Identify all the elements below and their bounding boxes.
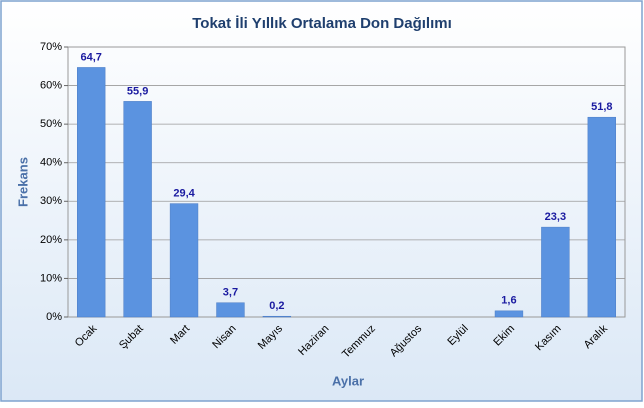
data-label: 23,3: [545, 211, 566, 223]
bar: [262, 315, 292, 318]
y-tick-label: 50%: [40, 118, 62, 130]
y-tick-label: 70%: [40, 41, 62, 53]
data-label: 29,4: [173, 188, 195, 200]
chart-title: Tokat İli Yıllık Ortalama Don Dağılımı: [192, 15, 452, 32]
data-label: 3,7: [223, 287, 238, 299]
y-tick-label: 10%: [40, 272, 62, 284]
bar: [494, 310, 524, 318]
y-tick-label: 60%: [40, 79, 62, 91]
y-tick-label: 40%: [40, 157, 62, 169]
y-tick-label: 30%: [40, 195, 62, 207]
bar: [77, 67, 106, 318]
data-label: 55,9: [127, 85, 148, 97]
y-tick-label: 0%: [46, 311, 62, 323]
bar: [587, 116, 616, 318]
bar: [123, 101, 152, 318]
bar: [169, 203, 199, 318]
y-tick-label: 20%: [40, 234, 62, 246]
data-label: 0,2: [269, 300, 284, 312]
data-label: 1,6: [501, 295, 516, 307]
data-label: 64,7: [80, 51, 101, 63]
y-axis-label: Frekans: [15, 157, 30, 207]
data-label: 51,8: [591, 101, 612, 113]
bar: [216, 302, 245, 318]
bar: [541, 226, 570, 318]
x-axis-label: Aylar: [332, 373, 364, 388]
